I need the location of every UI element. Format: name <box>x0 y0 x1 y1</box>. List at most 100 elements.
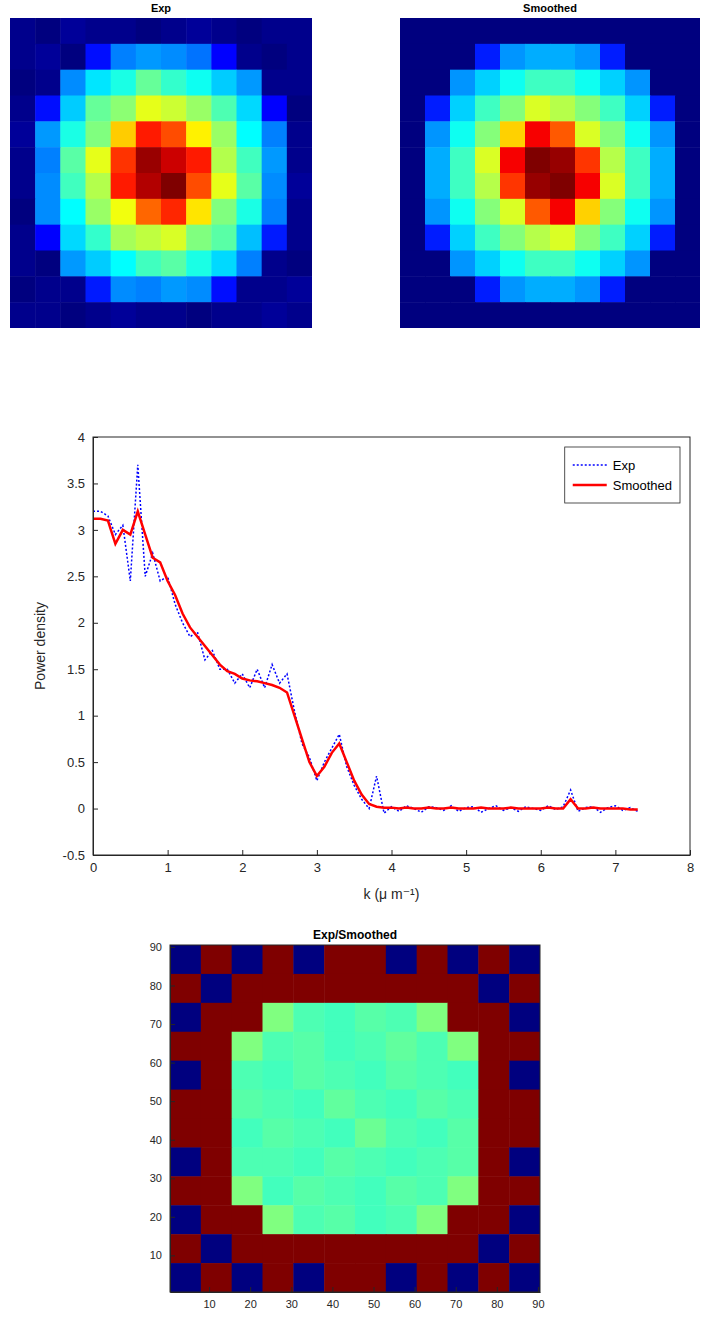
cell <box>201 1119 232 1148</box>
cell <box>170 1205 201 1234</box>
cell <box>625 276 651 302</box>
x-axis-tick-label: 4 <box>388 860 395 875</box>
cell <box>232 1263 263 1292</box>
cell <box>400 18 426 44</box>
cell <box>625 18 651 44</box>
y-axis-tick: 2.5 <box>67 569 98 584</box>
cell <box>186 147 212 173</box>
cell <box>550 96 576 122</box>
cell <box>509 974 540 1003</box>
cell <box>550 147 576 173</box>
x-axis-tick-label: 1 <box>165 860 172 875</box>
cell <box>287 18 312 44</box>
cell <box>136 276 162 302</box>
cell <box>355 1061 386 1090</box>
x-axis-tick: 30 <box>286 1287 298 1310</box>
cell <box>211 96 237 122</box>
cell <box>237 121 263 147</box>
cell <box>625 147 651 173</box>
y-axis-tick: 10 <box>150 1249 175 1261</box>
cell <box>201 1205 232 1234</box>
cell <box>400 44 426 70</box>
cell <box>386 974 417 1003</box>
cell <box>650 96 676 122</box>
cell <box>478 1003 509 1032</box>
cell <box>35 147 61 173</box>
cell <box>575 276 601 302</box>
cell <box>263 1176 294 1205</box>
cell <box>675 302 700 328</box>
y-axis-tick-label: 60 <box>150 1057 162 1069</box>
cell <box>400 147 426 173</box>
y-axis: 102030405060708090 <box>150 941 175 1293</box>
y-axis-tick: 1 <box>78 708 98 723</box>
cell <box>293 1205 324 1234</box>
cell <box>324 1205 355 1234</box>
cells <box>170 945 540 1292</box>
y-axis-tick-mark <box>170 1024 175 1025</box>
x-axis-tick-label: 8 <box>687 860 694 875</box>
cell <box>525 173 551 199</box>
x-axis-tick-label: 30 <box>286 1298 298 1310</box>
cell <box>417 1263 448 1292</box>
cell <box>262 147 288 173</box>
cell <box>324 1032 355 1061</box>
cell <box>237 199 263 225</box>
cell <box>136 121 162 147</box>
cell <box>417 1061 448 1090</box>
cell <box>386 1003 417 1032</box>
cell <box>500 96 526 122</box>
x-axis-tick-mark <box>168 850 169 855</box>
x-axis-tick-mark <box>615 850 616 855</box>
cell <box>186 199 212 225</box>
cell <box>324 1061 355 1090</box>
y-axis-tick-mark <box>93 530 98 531</box>
cell <box>287 276 312 302</box>
x-axis-tick-label: 10 <box>203 1298 215 1310</box>
cell <box>201 1176 232 1205</box>
cell <box>500 302 526 328</box>
cell <box>170 1003 201 1032</box>
cell <box>186 44 212 70</box>
cell <box>550 225 576 251</box>
x-axis-tick: 60 <box>409 1287 421 1310</box>
cell <box>450 199 476 225</box>
cell <box>600 70 626 96</box>
y-axis-tick-label: 0.5 <box>67 755 85 770</box>
cell <box>675 225 700 251</box>
cell <box>575 173 601 199</box>
cell <box>60 96 86 122</box>
cell <box>136 96 162 122</box>
cell <box>650 302 676 328</box>
cell <box>425 96 451 122</box>
y-axis-tick-mark <box>170 985 175 986</box>
y-axis-tick-label: 1 <box>78 708 85 723</box>
cell <box>111 302 137 328</box>
cell <box>287 173 312 199</box>
cell <box>324 974 355 1003</box>
x-axis-tick: 8 <box>687 850 694 875</box>
cell <box>170 1263 201 1292</box>
cell <box>60 173 86 199</box>
cell <box>293 1090 324 1119</box>
cell <box>111 147 137 173</box>
cell <box>161 302 187 328</box>
cell <box>293 974 324 1003</box>
cell <box>417 1119 448 1148</box>
title: Exp/Smoothed <box>313 928 397 942</box>
cell <box>600 121 626 147</box>
y-axis-tick: 70 <box>150 1018 175 1030</box>
cell <box>425 302 451 328</box>
cell <box>400 276 426 302</box>
cell <box>263 1032 294 1061</box>
cell <box>525 276 551 302</box>
cell <box>478 945 509 974</box>
cell <box>60 147 86 173</box>
cell <box>86 302 112 328</box>
cell <box>10 173 36 199</box>
cell <box>161 70 187 96</box>
cell <box>575 96 601 122</box>
y-axis-tick-label: 0 <box>78 801 85 816</box>
cell <box>625 225 651 251</box>
cell <box>35 251 61 277</box>
